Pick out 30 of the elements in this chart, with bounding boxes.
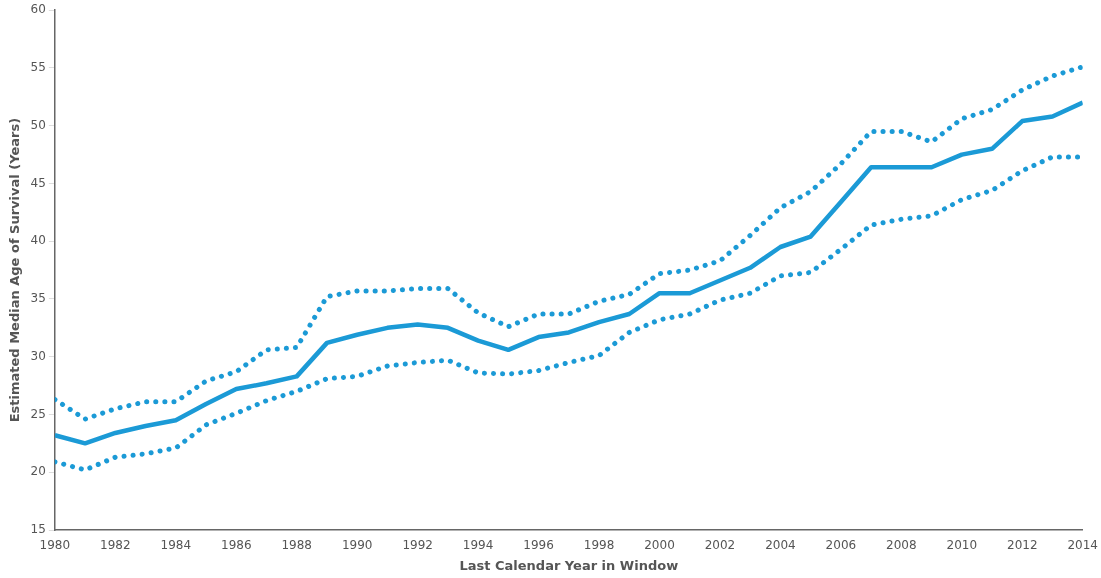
x-tick-label: 2012	[1006, 538, 1038, 553]
x-tick-label: 1998	[583, 538, 615, 553]
y-tick-label: 30	[30, 348, 46, 363]
y-tick-label: 20	[30, 464, 46, 479]
x-tick-label: 1982	[100, 538, 131, 553]
x-tick-label: 1980	[39, 538, 71, 553]
x-tick-label: 2002	[704, 538, 736, 553]
x-tick-label: 2008	[886, 538, 917, 553]
x-tick-label: 2010	[946, 538, 978, 553]
x-tick-label: 1986	[220, 538, 252, 553]
x-tick-label: 2014	[1067, 538, 1098, 553]
y-tick-label: 25	[30, 406, 46, 421]
y-tick-label: 60	[30, 2, 46, 17]
x-tick-label: 2000	[644, 538, 675, 553]
y-axis-title: Estimated Median Age of Survival (Years)	[7, 117, 23, 423]
y-tick-label: 15	[30, 522, 46, 537]
y-tick-label: 40	[30, 233, 46, 248]
x-tick-label: 1992	[402, 538, 433, 553]
x-tick-label: 1988	[281, 538, 312, 553]
x-tick-label: 1994	[462, 538, 494, 553]
x-tick-label: 2004	[765, 538, 796, 553]
x-axis-title: Last Calendar Year in Window	[459, 557, 679, 573]
y-tick-label: 50	[30, 117, 46, 132]
x-tick-label: 1996	[523, 538, 554, 553]
y-tick-label: 35	[30, 291, 46, 306]
y-tick-label: 55	[30, 60, 46, 75]
y-tick-label: 45	[30, 175, 46, 190]
x-tick-label: 1990	[341, 538, 373, 553]
x-tick-label: 2006	[825, 538, 857, 553]
x-tick-label: 1984	[160, 538, 192, 553]
